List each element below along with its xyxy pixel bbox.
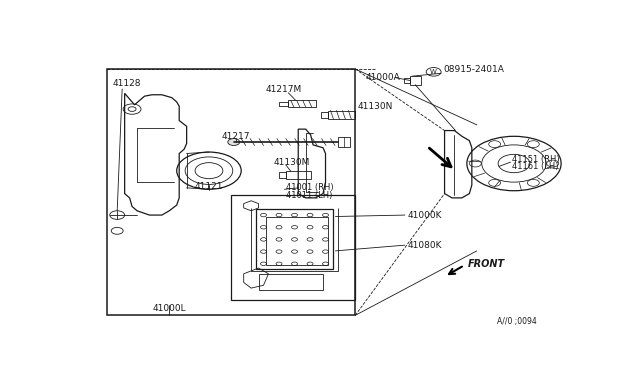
Text: 41161 (LH): 41161 (LH) [511, 162, 558, 171]
Text: 41000K: 41000K [408, 211, 442, 219]
Text: 41128: 41128 [112, 79, 141, 88]
Text: 41217: 41217 [221, 132, 250, 141]
Bar [256, 209, 333, 269]
Bar [288, 100, 316, 107]
Text: A//0 ;0094: A//0 ;0094 [497, 317, 536, 326]
Text: 41011 (LH): 41011 (LH) [286, 190, 332, 199]
Bar [280, 102, 288, 106]
Text: 41130M: 41130M [273, 158, 310, 167]
Text: 41000A: 41000A [365, 73, 400, 82]
Text: W: W [430, 69, 437, 75]
Text: 41217M: 41217M [266, 84, 302, 93]
Bar [321, 112, 328, 118]
Text: 08915-2401A: 08915-2401A [444, 65, 504, 74]
Circle shape [228, 139, 240, 145]
Bar [410, 76, 420, 85]
Text: 41121: 41121 [195, 182, 223, 191]
Text: 41080K: 41080K [408, 241, 442, 250]
Bar [286, 171, 310, 179]
Bar [328, 110, 355, 119]
Text: 41130N: 41130N [358, 102, 393, 111]
Text: 41000L: 41000L [152, 304, 186, 312]
Bar [404, 78, 410, 83]
Text: FRONT: FRONT [468, 259, 505, 269]
Text: 41151 (RH): 41151 (RH) [511, 155, 559, 164]
Bar [231, 195, 355, 299]
Bar [338, 137, 350, 147]
Bar [108, 69, 355, 315]
Bar [280, 172, 286, 177]
Text: 41001 (RH): 41001 (RH) [286, 183, 333, 192]
